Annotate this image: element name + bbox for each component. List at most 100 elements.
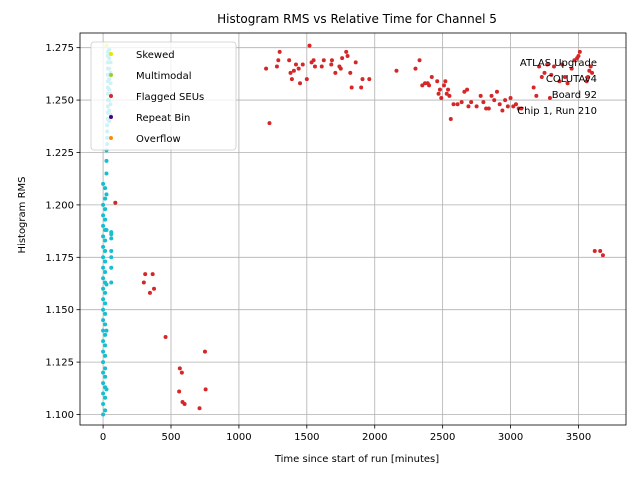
legend-label-overflow: Overflow (136, 134, 181, 145)
data-point-flagged-seus (329, 62, 334, 67)
legend-marker-flagged-seus (109, 94, 113, 98)
data-point-flagged-seus (444, 91, 449, 96)
data-point-flagged-seus (304, 77, 309, 82)
data-point-flagged-seus (329, 58, 334, 63)
data-point-flagged-seus (348, 70, 353, 75)
data-point-flagged-seus (311, 58, 316, 63)
x-axis-label: Time since start of run [minutes] (274, 454, 439, 465)
data-point-flagged-seus (345, 54, 350, 59)
y-tick-label: 1.250 (45, 96, 74, 107)
data-point-flagged-seus (576, 54, 581, 59)
data-point-flagged-seus (289, 77, 294, 82)
data-point-flagged-seus (508, 95, 513, 100)
data-point-flagged-seus (264, 66, 269, 71)
x-tick-label: 2500 (430, 432, 455, 443)
data-point-unlabeled (101, 339, 106, 344)
data-point-flagged-seus (492, 98, 497, 103)
data-point-unlabeled (103, 366, 108, 371)
data-point-unlabeled (101, 307, 106, 312)
data-point-flagged-seus (344, 49, 349, 54)
data-point-flagged-seus (590, 70, 595, 75)
data-point-flagged-seus (560, 62, 565, 67)
data-point-unlabeled (104, 328, 109, 333)
data-point-flagged-seus (276, 58, 281, 63)
data-point-flagged-seus (437, 87, 442, 92)
legend-label-flagged-seus: Flagged SEUs (136, 92, 204, 103)
x-tick-label: 500 (161, 432, 180, 443)
data-point-flagged-seus (413, 66, 418, 71)
data-point-unlabeled (103, 343, 108, 348)
data-point-unlabeled (103, 249, 108, 254)
data-point-flagged-seus (505, 104, 510, 109)
data-point-flagged-seus (152, 286, 157, 291)
data-point-unlabeled (104, 387, 109, 392)
annotation-line: COLUTAv4 (546, 74, 597, 85)
data-point-flagged-seus (448, 116, 453, 121)
data-point-flagged-seus (202, 349, 207, 354)
data-point-flagged-seus (459, 100, 464, 105)
data-point-unlabeled (103, 332, 108, 337)
data-point-flagged-seus (549, 72, 554, 77)
data-point-flagged-seus (274, 64, 279, 69)
legend-label-repeat-bin: Repeat Bin (136, 113, 190, 124)
data-point-flagged-seus (451, 102, 456, 107)
data-point-flagged-seus (359, 85, 364, 90)
data-point-unlabeled (101, 402, 106, 407)
annotation-line: Board 92 (552, 90, 597, 101)
data-point-flagged-seus (307, 43, 312, 48)
y-axis-label: Histogram RMS (17, 177, 28, 254)
data-point-flagged-seus (298, 81, 303, 86)
data-point-flagged-seus (592, 249, 597, 254)
data-point-unlabeled (101, 255, 106, 260)
data-point-unlabeled (104, 171, 109, 176)
data-point-flagged-seus (474, 104, 479, 109)
data-point-flagged-seus (312, 64, 317, 69)
data-point-flagged-seus (319, 64, 324, 69)
data-point-unlabeled (103, 322, 108, 327)
data-point-unlabeled (101, 297, 106, 302)
data-point-flagged-seus (585, 75, 590, 80)
chart-title: Histogram RMS vs Relative Time for Chann… (217, 12, 497, 26)
data-point-flagged-seus (296, 66, 301, 71)
legend-marker-overflow (109, 136, 113, 140)
data-point-unlabeled (103, 259, 108, 264)
data-point-flagged-seus (481, 100, 486, 105)
data-point-flagged-seus (429, 75, 434, 80)
data-point-unlabeled (101, 286, 106, 291)
data-point-unlabeled (103, 353, 108, 358)
data-point-flagged-seus (531, 85, 536, 90)
data-point-flagged-seus (300, 62, 305, 67)
data-point-flagged-seus (557, 79, 562, 84)
annotation-line: ATLAS Upgrade (520, 58, 597, 69)
y-tick-label: 1.175 (45, 253, 74, 264)
data-point-unlabeled (103, 301, 108, 306)
data-point-unlabeled (104, 228, 109, 233)
data-point-unlabeled (103, 408, 108, 413)
x-tick-label: 0 (100, 432, 106, 443)
data-point-flagged-seus (267, 121, 272, 126)
data-point-flagged-seus (394, 68, 399, 73)
data-point-flagged-seus (179, 370, 184, 375)
data-point-unlabeled (109, 280, 114, 285)
data-point-flagged-seus (511, 104, 516, 109)
data-point-flagged-seus (147, 290, 152, 295)
data-point-unlabeled (101, 276, 106, 281)
data-point-flagged-seus (291, 68, 296, 73)
data-point-unlabeled (101, 328, 106, 333)
data-point-flagged-seus (353, 60, 358, 65)
data-point-flagged-seus (360, 77, 365, 82)
data-point-unlabeled (104, 192, 109, 197)
data-point-unlabeled (101, 370, 106, 375)
data-point-unlabeled (103, 269, 108, 274)
data-point-flagged-seus (552, 64, 557, 69)
data-point-flagged-seus (439, 95, 444, 100)
data-point-unlabeled (103, 374, 108, 379)
data-point-flagged-seus (547, 95, 552, 100)
data-point-flagged-seus (537, 64, 542, 69)
data-point-flagged-seus (197, 406, 202, 411)
data-point-flagged-seus (584, 79, 589, 84)
data-point-flagged-seus (545, 62, 550, 67)
data-point-unlabeled (101, 391, 106, 396)
data-point-flagged-seus (534, 93, 539, 98)
annotation-line: Chip 1, Run 210 (517, 106, 597, 117)
